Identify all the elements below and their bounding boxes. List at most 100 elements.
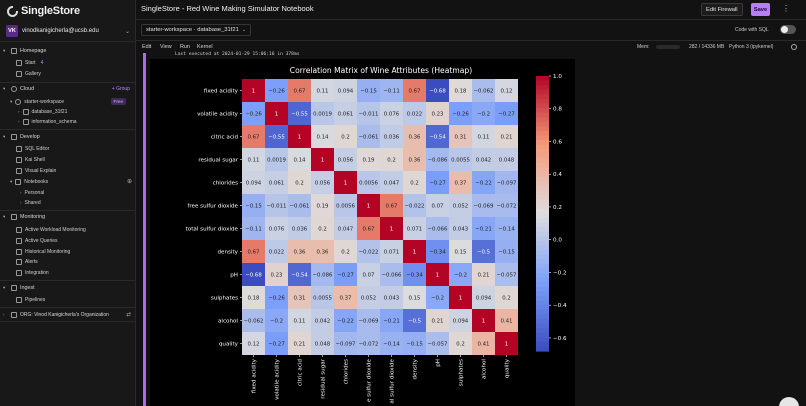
- code-with-sql-toggle[interactable]: [780, 25, 796, 34]
- divider: [0, 129, 136, 130]
- sidebar-item-start[interactable]: Start 4: [16, 58, 43, 67]
- heatmap-cell: [334, 102, 357, 125]
- heatmap-cell-label: 0.31: [293, 296, 305, 302]
- heatmap-cell-label: 0.12: [247, 342, 259, 348]
- heatmap-cell: [265, 263, 288, 286]
- colorbar-segment: [536, 305, 549, 311]
- code-icon: [11, 133, 17, 140]
- org-switcher[interactable]: › ORG: Vinod Kanigicherla's Organization…: [3, 310, 131, 319]
- section-cloud[interactable]: ▾ Cloud: [3, 84, 34, 93]
- scroll-down-button[interactable]: [779, 397, 799, 406]
- heatmap-cell-label: −0.21: [475, 227, 492, 233]
- sidebar-item-database[interactable]: › information_schema: [18, 117, 77, 126]
- sidebar-item-pipelines[interactable]: Pipelines: [16, 295, 45, 304]
- heatmap-cell-label: −0.11: [245, 227, 262, 233]
- heatmap-cell: [495, 263, 518, 286]
- sidebar-item-alerts[interactable]: Alerts: [16, 257, 38, 266]
- sidebar-item-personal[interactable]: › Personal: [20, 188, 44, 197]
- sidebar-item-workspace[interactable]: ▾ starter-workspace Free: [10, 97, 132, 106]
- add-group-button[interactable]: + Group: [111, 86, 130, 92]
- heatmap-cell-label: 0.23: [431, 112, 443, 118]
- chart-title: Correlation Matrix of Wine Attributes (H…: [290, 66, 472, 75]
- heatmap-cell: [495, 240, 518, 263]
- workspace-select[interactable]: starter-workspace · database_31f21 ⌄: [141, 24, 252, 36]
- sidebar-item-kai-shell[interactable]: Kai Shell: [16, 155, 45, 164]
- heatmap-cell-label: 0.23: [270, 273, 282, 279]
- colorbar-segment: [536, 291, 549, 297]
- sidebar-item-sql-editor[interactable]: SQL Editor: [16, 144, 49, 153]
- more-options-icon[interactable]: ⋮: [782, 4, 790, 13]
- edit-firewall-button[interactable]: Edit Firewall: [701, 3, 743, 16]
- start-count-badge: 4: [40, 59, 44, 66]
- colorbar-segment: [536, 186, 549, 192]
- heatmap-cell: [242, 309, 265, 332]
- heatmap-cell-label: −0.2: [431, 296, 444, 302]
- activity-icon: [16, 226, 22, 233]
- heatmap-cell-label: −0.15: [406, 342, 423, 348]
- heatmap-cell-label: −0.27: [498, 112, 515, 118]
- heatmap-cell-label: 0.071: [407, 227, 422, 233]
- heatmap-cell: [334, 79, 357, 102]
- heatmap-cell-label: 0.2: [387, 158, 396, 164]
- section-develop[interactable]: ▾ Develop: [3, 132, 40, 141]
- sidebar-item-active-queries[interactable]: Active Queries: [16, 236, 58, 245]
- sidebar-item-shared[interactable]: › Shared: [20, 198, 41, 207]
- colorbar-segment: [536, 103, 549, 109]
- sidebar-item-gallery[interactable]: Gallery: [16, 69, 41, 78]
- workspace-icon: [15, 98, 22, 105]
- heatmap-cell-label: 0.36: [316, 250, 329, 256]
- heatmap-cell-label: 0.094: [476, 296, 492, 302]
- heatmap-cell-label: 0.67: [247, 250, 259, 256]
- sidebar-item-integration[interactable]: Integration: [16, 268, 49, 277]
- heatmap-cell-label: −0.062: [474, 89, 494, 95]
- heatmap-cell-label: 0.67: [247, 135, 259, 141]
- heatmap-cell: [334, 217, 357, 240]
- heatmap-cell-label: 0.18: [454, 89, 467, 95]
- sql-editor-icon: [16, 145, 22, 152]
- heatmap-cell: [242, 171, 265, 194]
- sidebar-item-historical-monitoring[interactable]: Historical Monitoring: [16, 247, 70, 256]
- sidebar-item-visual-explain[interactable]: Visual Explain: [16, 166, 56, 175]
- y-tick-label: free sulfur dioxide: [187, 204, 238, 210]
- heatmap-cell: [380, 125, 403, 148]
- colorbar-segment: [536, 309, 549, 315]
- kernel-name[interactable]: Python 3 (ipykernel): [729, 44, 774, 50]
- section-monitoring[interactable]: ▾ Monitoring: [3, 212, 45, 221]
- user-menu[interactable]: VK vinodkanigicherla@ucsb.edu ⌄: [6, 25, 130, 37]
- section-label: Develop: [20, 133, 40, 140]
- menu-kernel[interactable]: Kernel: [197, 44, 213, 50]
- heatmap-cell: [265, 217, 288, 240]
- sidebar-item-active-workload[interactable]: Active Workload Monitoring: [16, 225, 86, 234]
- colorbar-segment: [536, 140, 549, 146]
- sidebar-item-label: Gallery: [25, 70, 41, 77]
- heatmap-cell-label: −0.26: [452, 112, 469, 118]
- heatmap-cell-label: 0.056: [315, 181, 331, 187]
- heatmap-cell-label: 0.047: [338, 227, 353, 233]
- heatmap-cell-label: 0.21: [477, 273, 489, 279]
- logo[interactable]: SingleStore: [7, 5, 80, 17]
- add-notebook-icon[interactable]: ⊕: [126, 179, 132, 185]
- section-label: Homepage: [20, 47, 47, 54]
- heatmap-cell-label: 0.2: [410, 181, 419, 187]
- sidebar-item-notebooks[interactable]: ▾ Notebooks ⊕: [10, 177, 132, 186]
- section-ingest[interactable]: ▾ Ingest: [3, 283, 35, 292]
- heatmap-cell: [495, 148, 518, 171]
- heatmap-cell: [495, 309, 518, 332]
- heatmap-cell: [357, 148, 380, 171]
- heatmap-cell: [265, 102, 288, 125]
- sidebar-item-database[interactable]: › database_31f21: [18, 107, 67, 116]
- heatmap-cell: [449, 217, 472, 240]
- heatmap-cell: [288, 125, 311, 148]
- menu-view[interactable]: View: [160, 44, 172, 50]
- heatmap-cell: [242, 217, 265, 240]
- menu-edit[interactable]: Edit: [142, 44, 152, 50]
- switch-org-icon[interactable]: ⇄: [126, 311, 131, 318]
- heatmap-cell: [472, 102, 495, 125]
- menu-run[interactable]: Run: [180, 44, 190, 50]
- x-tick-label: sulphates: [459, 359, 465, 386]
- heatmap-cell-label: 0.36: [293, 250, 306, 256]
- sidebar-item-label: information_schema: [31, 118, 77, 125]
- save-button[interactable]: Save: [751, 3, 770, 16]
- section-homepage[interactable]: ▾ Homepage: [3, 46, 46, 55]
- heatmap-cell-label: 0.0056: [336, 204, 355, 210]
